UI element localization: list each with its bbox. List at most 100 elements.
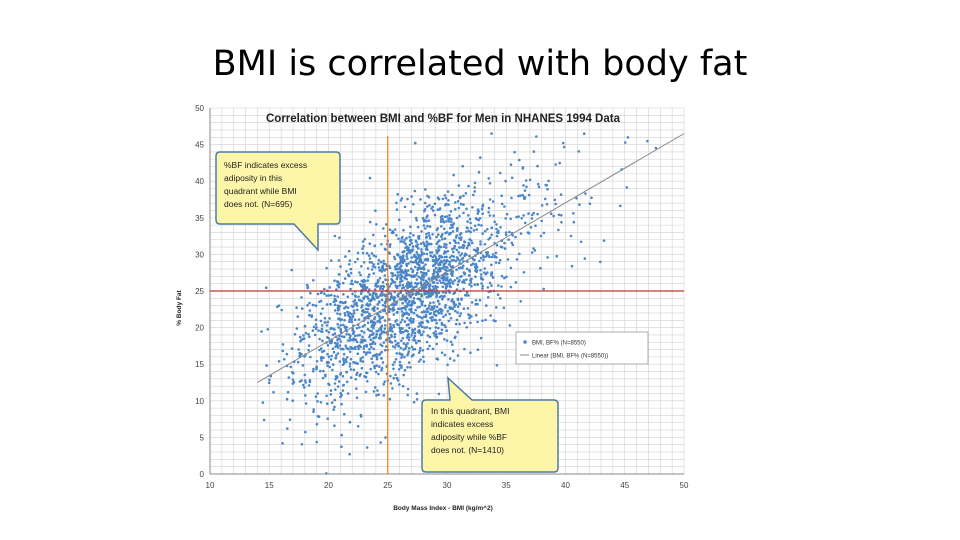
data-point bbox=[421, 217, 425, 220]
data-point bbox=[348, 336, 352, 340]
data-point bbox=[416, 262, 419, 266]
data-point bbox=[473, 181, 477, 185]
data-point bbox=[534, 224, 537, 227]
data-point bbox=[444, 273, 448, 276]
data-point bbox=[358, 374, 361, 378]
data-point bbox=[408, 299, 411, 303]
data-point bbox=[392, 323, 395, 327]
data-point bbox=[308, 313, 311, 317]
data-point bbox=[332, 408, 335, 411]
data-point bbox=[337, 285, 341, 289]
data-point bbox=[502, 306, 506, 310]
data-point bbox=[380, 357, 383, 360]
data-point bbox=[417, 351, 421, 355]
data-point bbox=[472, 229, 476, 232]
data-point bbox=[304, 430, 307, 434]
data-point bbox=[438, 332, 441, 335]
data-point bbox=[456, 277, 459, 280]
data-point bbox=[380, 368, 383, 372]
y-tick-label: 25 bbox=[195, 287, 204, 296]
data-point bbox=[459, 266, 463, 269]
data-point bbox=[384, 324, 387, 327]
data-point bbox=[408, 243, 412, 247]
data-point bbox=[414, 141, 417, 145]
data-point bbox=[438, 261, 442, 264]
data-point bbox=[368, 242, 372, 245]
data-point bbox=[337, 380, 341, 383]
data-point bbox=[473, 186, 477, 189]
data-point bbox=[414, 273, 418, 277]
data-point bbox=[356, 334, 359, 337]
callout-upper-left-box bbox=[215, 151, 341, 252]
data-point bbox=[491, 253, 495, 256]
data-point bbox=[286, 427, 289, 430]
data-point bbox=[374, 255, 378, 258]
data-point bbox=[465, 267, 469, 271]
data-point bbox=[409, 260, 413, 263]
data-point bbox=[486, 228, 489, 231]
data-point bbox=[358, 298, 362, 302]
data-point bbox=[376, 284, 380, 288]
data-point bbox=[417, 275, 420, 279]
data-point bbox=[363, 316, 366, 320]
data-point bbox=[402, 342, 406, 345]
data-point bbox=[329, 302, 332, 306]
data-point bbox=[430, 242, 433, 246]
data-point bbox=[350, 312, 353, 316]
data-point bbox=[300, 379, 303, 382]
data-point bbox=[454, 309, 457, 313]
data-point bbox=[325, 394, 328, 398]
data-point bbox=[458, 214, 461, 218]
data-point bbox=[398, 262, 401, 265]
data-point bbox=[426, 248, 429, 252]
data-point bbox=[383, 348, 387, 352]
data-point bbox=[477, 223, 481, 227]
data-point bbox=[469, 277, 473, 281]
data-point bbox=[391, 230, 394, 233]
data-point bbox=[419, 324, 422, 327]
data-point bbox=[494, 261, 498, 264]
data-point bbox=[411, 269, 415, 272]
data-point bbox=[422, 278, 425, 282]
data-point bbox=[555, 254, 558, 258]
data-point bbox=[308, 380, 312, 384]
data-point bbox=[389, 382, 393, 385]
data-point bbox=[483, 267, 487, 270]
data-point bbox=[422, 224, 426, 227]
data-point bbox=[451, 274, 454, 277]
data-point bbox=[355, 301, 358, 305]
data-point bbox=[388, 336, 391, 340]
data-point bbox=[411, 331, 414, 335]
data-point bbox=[301, 383, 305, 387]
data-point bbox=[442, 245, 446, 248]
data-point bbox=[373, 342, 377, 345]
data-point bbox=[467, 214, 470, 217]
data-point bbox=[445, 220, 448, 223]
data-point bbox=[434, 266, 438, 270]
data-point bbox=[314, 395, 318, 398]
data-point bbox=[392, 298, 396, 302]
data-point bbox=[588, 202, 592, 205]
data-point bbox=[329, 326, 333, 330]
callout-upper-left-text: %BF indicates excess adiposity in this q… bbox=[224, 160, 310, 209]
data-point bbox=[325, 336, 329, 339]
data-point bbox=[288, 418, 292, 422]
data-point bbox=[452, 258, 455, 262]
data-point bbox=[304, 381, 307, 384]
data-point bbox=[348, 350, 352, 354]
y-tick-label: 5 bbox=[200, 433, 205, 442]
data-point bbox=[474, 262, 478, 266]
data-point bbox=[428, 251, 432, 254]
data-point bbox=[440, 255, 443, 258]
data-point bbox=[290, 347, 294, 350]
data-point bbox=[317, 415, 321, 419]
data-point bbox=[451, 265, 455, 268]
data-point bbox=[366, 310, 369, 314]
data-point bbox=[441, 217, 444, 221]
data-point bbox=[358, 282, 362, 286]
data-point bbox=[454, 241, 458, 245]
data-point bbox=[503, 276, 506, 280]
data-point bbox=[444, 231, 447, 235]
data-point bbox=[364, 375, 368, 379]
data-point bbox=[391, 363, 395, 367]
